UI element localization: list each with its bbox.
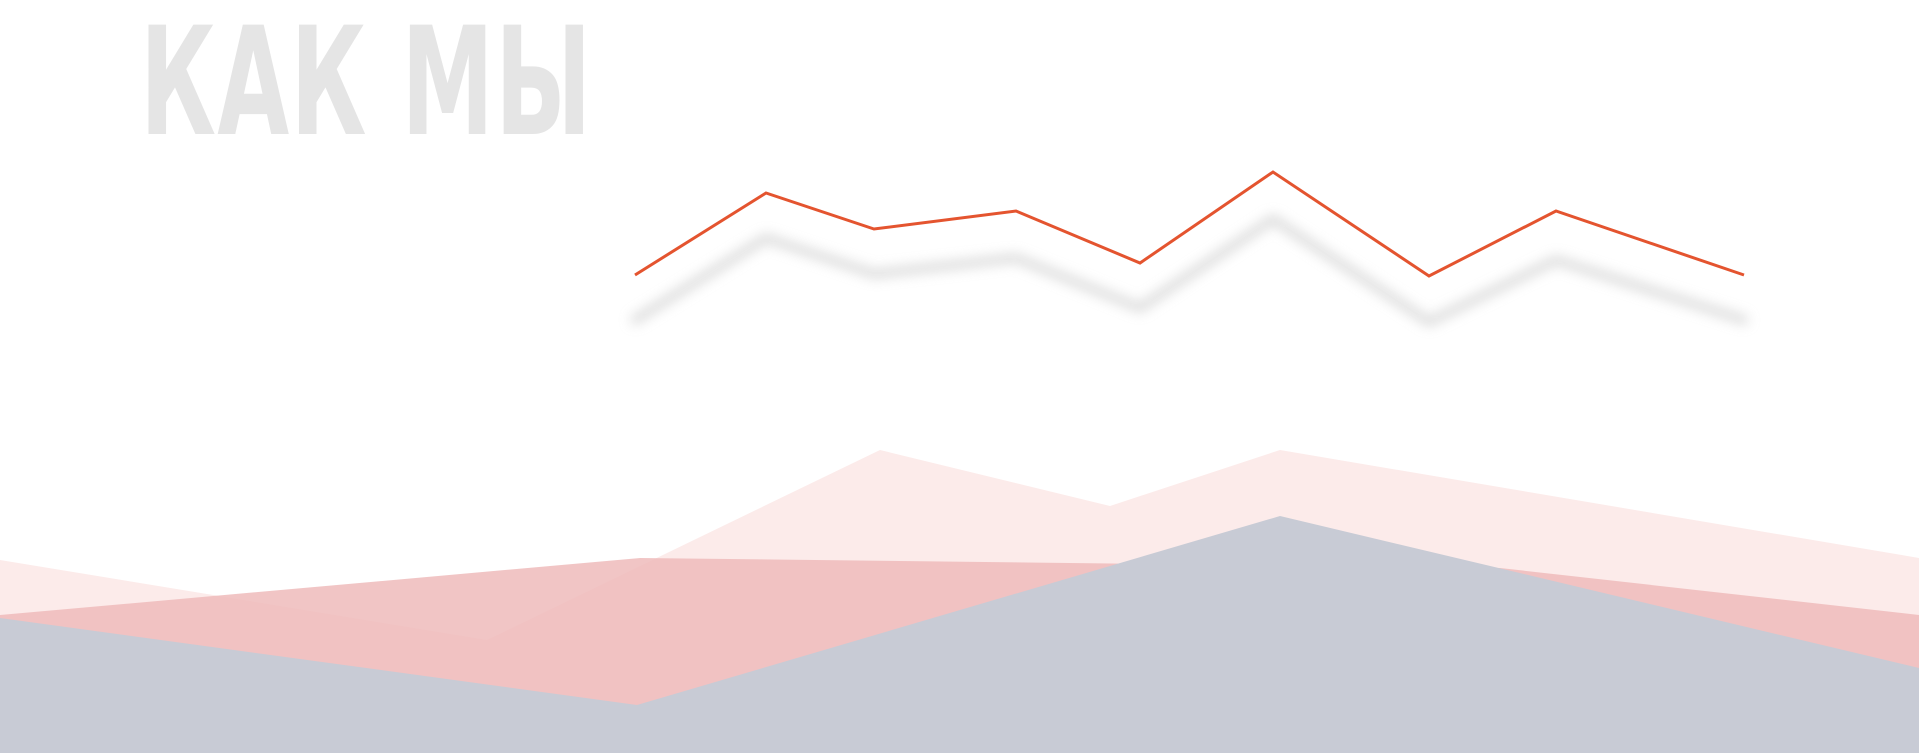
page-title: КАК МЫ: [140, 0, 593, 170]
front-mountain-shape: [0, 516, 1919, 753]
zigzag-line: [634, 170, 1745, 278]
zigzag-line-shadow: [630, 214, 1749, 327]
